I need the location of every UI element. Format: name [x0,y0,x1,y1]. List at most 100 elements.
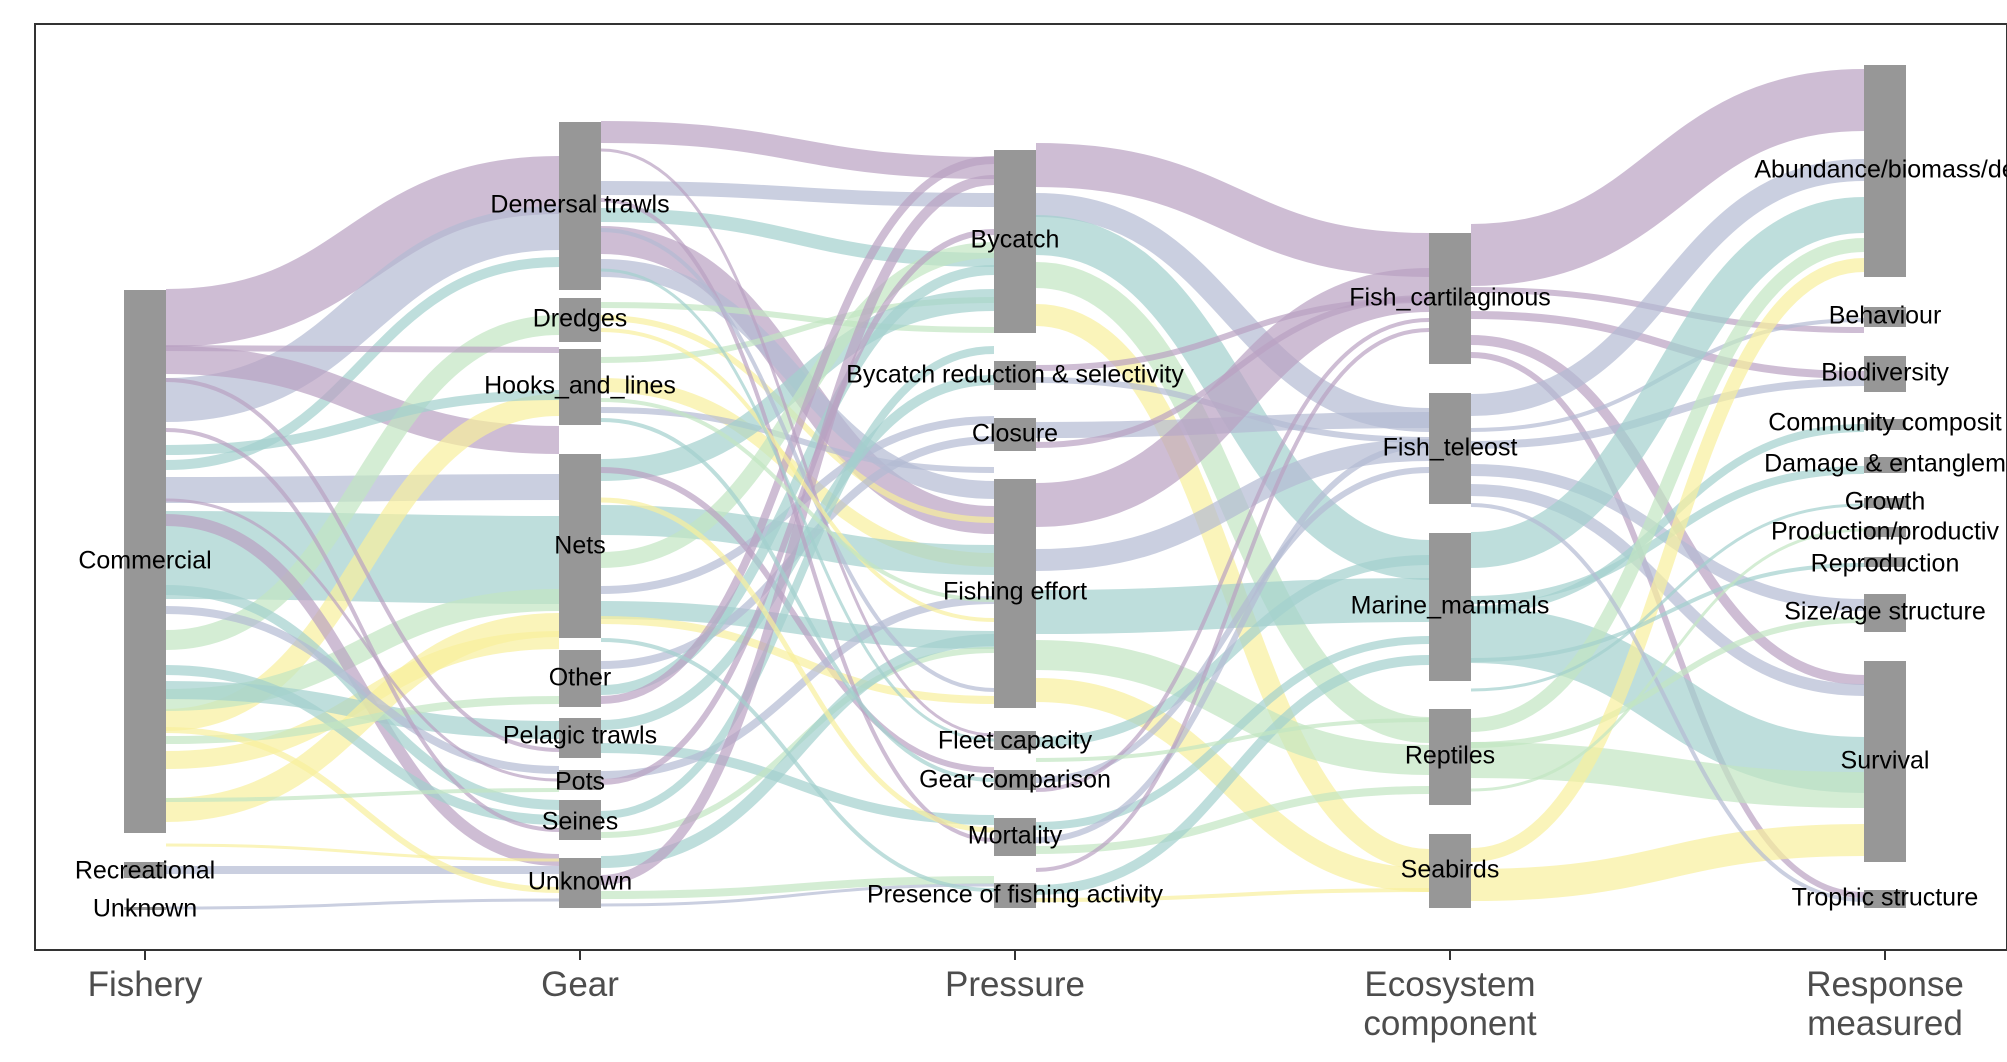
node-bar-gearcomp [994,770,1036,790]
flow-teal-3-111 [1470,503,1865,692]
node-bar-seines [559,800,601,840]
node-bar-other [559,650,601,707]
node-bar-survival [1864,661,1906,862]
node-bar-commercial [124,290,166,833]
flow-teal-2-80 [1035,555,1430,747]
node-bar-sizeage [1864,594,1906,632]
flow-green-3-112 [1470,528,1865,792]
node-label-biodiversity: Biodiversity [1821,359,1949,387]
flow-purple-1-46 [600,156,995,704]
node-bar-closure [994,418,1036,451]
flow-green-1-64 [600,398,995,602]
node-bar-abundance [1864,65,1906,277]
flow-yellow-1-60 [600,328,995,622]
node-bar-pelagic [559,718,601,758]
flow-slate-3-95 [1470,159,1865,416]
node-bar-unknown-g [559,858,601,908]
node-bar-presence [994,883,1036,908]
node-label-production: Production/productiv [1771,518,1999,546]
node-label-nets: Nets [554,532,605,560]
flow-teal-0-12 [165,585,560,810]
node-bar-fleet [994,731,1036,750]
flow-green-2-78 [1035,640,1430,775]
flow-teal-0-2 [165,257,560,470]
flow-purple-1-42 [600,467,995,773]
node-label-survival: Survival [1841,747,1930,775]
flow-slate-0-18 [165,606,560,774]
flow-teal-3-101 [1470,424,1865,614]
node-bar-reptiles [1429,709,1471,805]
flow-purple-1-54 [600,175,995,885]
node-label-cart: Fish_cartilaginous [1349,284,1551,312]
axis-label-ecosystem-0: Ecosystem [1364,965,1535,1004]
node-label-unknown-f: Unknown [93,895,197,923]
node-label-mammals: Marine_mammals [1351,592,1550,620]
node-label-recreational: Recreational [75,857,215,885]
node-bar-mammals [1429,533,1471,681]
flow-purple-2-75 [1035,268,1430,527]
node-label-bycatch: Bycatch [971,226,1060,254]
node-label-growth: Growth [1845,488,1926,516]
flow-purple-2-88 [1035,328,1430,872]
flow-purple-0-14 [165,345,560,353]
node-label-reproduction: Reproduction [1811,550,1960,578]
flow-layer [165,69,1865,910]
flow-green-2-89 [1035,718,1430,762]
flow-slate-2-76 [1035,439,1430,571]
node-label-behaviour: Behaviour [1829,302,1942,330]
node-bar-production [1864,527,1906,537]
node-label-sizeage: Size/age structure [1784,598,1986,626]
flow-green-1-55 [600,876,995,899]
flow-yellow-1-62 [600,497,995,833]
node-bar-nets [559,454,601,638]
flow-purple-1-57 [600,198,995,842]
node-label-reptiles: Reptiles [1405,742,1495,770]
node-label-dredges: Dredges [533,305,628,333]
node-bar-mortality [994,818,1036,856]
flow-green-3-104 [1470,238,1865,732]
flow-teal-0-16 [165,665,560,825]
node-label-fleet: Fleet capacity [938,727,1093,755]
flow-teal-1-37 [600,289,995,481]
node-bar-biodiversity [1864,356,1906,392]
node-label-hooks: Hooks_and_lines [484,372,676,400]
flow-slate-3-99 [1470,484,1865,696]
node-bar-community [1864,419,1906,430]
node-bar-seabirds [1429,834,1471,908]
flow-purple-3-90 [1470,69,1865,286]
flow-slate-1-28 [600,181,995,207]
flow-teal-1-65 [600,268,995,742]
flow-teal-1-51 [600,346,995,819]
node-label-trophic: Trophic structure [1792,884,1979,912]
node-label-gearcomp: Gear comparison [919,766,1111,794]
flow-green-0-24 [165,788,560,802]
flow-slate-1-49 [600,596,995,779]
flow-purple-2-66 [1035,143,1430,277]
flow-purple-2-82 [1035,318,1430,792]
axis-label-fishery-0: Fishery [88,965,203,1004]
flow-purple-0-3 [165,346,560,454]
flow-green-3-106 [1470,617,1865,748]
flow-teal-2-86 [1035,655,1430,895]
node-bar-pots [559,770,601,790]
node-bar-teleost [1429,393,1471,504]
flow-teal-3-103 [1470,466,1865,604]
flow-purple-3-92 [1470,311,1865,379]
node-label-damage: Damage & entanglem [1764,450,2006,478]
node-bar-effort [994,479,1036,708]
flow-yellow-0-23 [165,727,560,893]
node-bar-hooks [559,349,601,425]
node-bar-bycatch [994,150,1036,333]
flow-yellow-2-79 [1035,678,1430,892]
node-label-effort: Fishing effort [943,578,1087,606]
flow-purple-3-93 [1470,335,1865,685]
flow-teal-1-61 [600,418,995,782]
flow-yellow-3-108 [1470,824,1865,901]
node-label-other: Other [549,664,612,692]
node-label-mortality: Mortality [968,822,1063,850]
flow-yellow-3-107 [1470,258,1865,862]
node-bar-reproduction [1864,557,1906,567]
flow-purple-3-91 [1470,287,1865,333]
